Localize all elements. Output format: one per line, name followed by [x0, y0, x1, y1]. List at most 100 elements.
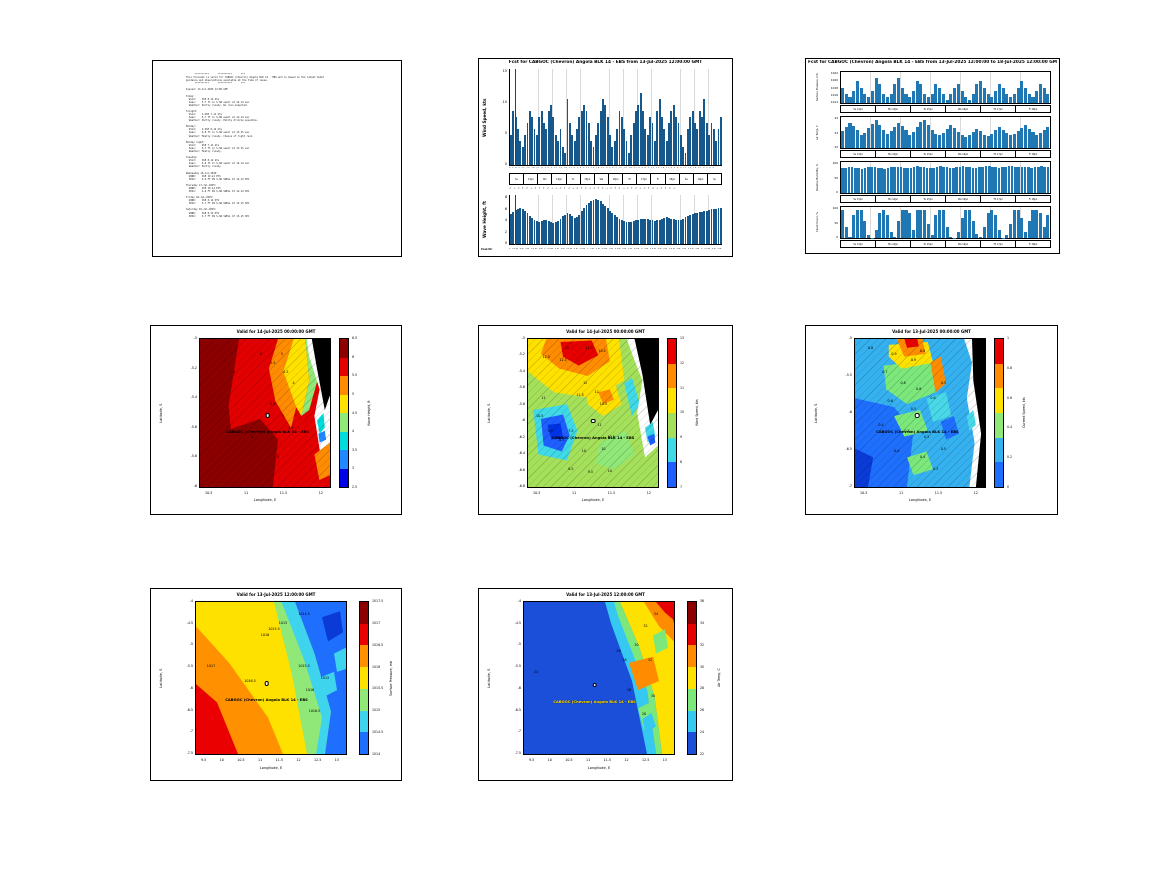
- bar: [844, 127, 848, 148]
- bar: [867, 167, 870, 193]
- bar: [1009, 96, 1013, 103]
- bar: [903, 167, 906, 193]
- bar: [686, 129, 689, 165]
- contour-label: 10.5: [598, 348, 606, 353]
- bar: [677, 123, 680, 165]
- wind-y-ticks: 15 10 5 0: [496, 69, 507, 166]
- tick-label: 0.6: [1007, 395, 1013, 400]
- bar: [571, 216, 574, 244]
- bar: [712, 129, 715, 165]
- bar: [915, 209, 919, 238]
- bar: [979, 81, 983, 103]
- contour-label: 0.9: [910, 357, 917, 362]
- tick-label: -6.4: [518, 451, 525, 456]
- bar: [949, 236, 953, 238]
- bar: [904, 209, 908, 238]
- bar: [880, 168, 883, 193]
- pressure-map-panel[interactable]: Valid for 13-Jul-2025 12:00:00 GMT Latit…: [150, 588, 402, 781]
- wave-y-ticks: 8 6 4 2 0: [496, 195, 507, 245]
- y-axis-label: Latitude, S: [159, 668, 163, 688]
- bar: [1042, 226, 1046, 238]
- bar: [900, 209, 904, 238]
- report-line: Tuesday:: [186, 156, 198, 160]
- bar: [1046, 93, 1050, 103]
- bar: [710, 123, 713, 165]
- colorbar-segment: [688, 602, 696, 624]
- tick-label: 11: [243, 491, 249, 495]
- bar: [566, 213, 569, 244]
- bar: [938, 209, 942, 238]
- bar: [592, 147, 595, 165]
- colorbar-ticks: 13 12 11 10 9 8 7: [680, 336, 684, 489]
- bar: [656, 111, 659, 165]
- wind-y-axis-label: Wind Speed, kts: [482, 98, 487, 137]
- bar: [844, 226, 848, 238]
- bar: [889, 131, 893, 148]
- map-title: Valid for 14-Jul-2025 00:00:00 GMT: [566, 329, 645, 334]
- tick-label: 6: [352, 354, 355, 359]
- contour-label: 8.5: [568, 467, 574, 472]
- tick-label: 13: [680, 336, 685, 340]
- bar: [708, 210, 711, 244]
- bar: [653, 141, 656, 165]
- report-panel[interactable]: ********** ********** *** This forecast i…: [152, 60, 402, 257]
- station-marker: CABGOC (Chevron) Angola BLK 14 - EBS: [553, 682, 636, 707]
- colorbar-segment: [668, 437, 676, 463]
- bar: [870, 166, 873, 193]
- bar: [689, 117, 692, 165]
- bar: [1016, 209, 1020, 238]
- bar: [945, 99, 949, 103]
- bar: [863, 93, 867, 103]
- day-box: Th 17Jul: [981, 105, 1016, 113]
- bar: [519, 208, 522, 244]
- contour-label: 11: [597, 422, 602, 427]
- windwave-panel[interactable]: Fcst for CABGOC (Chevron) Angola BLK 14 …: [478, 58, 733, 257]
- tick-label: 26: [700, 708, 705, 713]
- bar: [997, 229, 1001, 238]
- report-line: guidance and observations available at t…: [186, 79, 269, 83]
- bar: [1001, 167, 1004, 193]
- contour-label: 1015: [320, 676, 330, 680]
- current-map-panel[interactable]: Valid for 13-Jul-2025 00:00:00 GMT Latit…: [805, 325, 1058, 515]
- temp-map-panel[interactable]: Valid for 13-Jul-2025 12:00:00 GMT Latit…: [478, 588, 733, 781]
- bar: [975, 233, 979, 238]
- tick-label: 11: [586, 758, 591, 762]
- bar: [649, 117, 652, 165]
- bar: [719, 117, 722, 165]
- contour-label: 12.5: [542, 354, 550, 359]
- bar: [885, 133, 889, 148]
- bar: [1012, 209, 1016, 238]
- wave-map-panel[interactable]: Valid for 14-Jul-2025 00:00:00 GMT Latit…: [150, 325, 402, 515]
- pressure-chart: [840, 71, 1051, 104]
- tick-label: 11: [898, 491, 904, 495]
- bar: [929, 168, 932, 193]
- bar: [543, 123, 545, 165]
- bar: [715, 208, 718, 244]
- meteogram-panel[interactable]: Fcst for CABGOC (Chevron) Angola BLK 14 …: [805, 58, 1060, 254]
- bar: [870, 123, 874, 148]
- bar: [874, 78, 878, 103]
- colorbar-segment: [688, 688, 696, 711]
- bar: [616, 129, 619, 165]
- bar: [971, 132, 975, 148]
- day-box: Th 17Jul: [981, 150, 1016, 158]
- bar: [848, 122, 852, 148]
- bar: [618, 111, 621, 165]
- map-plot-area: 0.8 0.9 0.9 0.8 0.7 0.8 0.8 0.6 0.5 0.6 0.5 0.4 0.5 0…: [854, 338, 986, 488]
- bar: [543, 219, 545, 244]
- day-box: 13Jul: [524, 173, 539, 185]
- tick-label: -6.6: [518, 467, 525, 472]
- tick-label: 8: [504, 195, 507, 199]
- tick-label: 10.5: [533, 491, 541, 495]
- tick-label: 23: [834, 130, 838, 135]
- bar: [710, 209, 713, 244]
- y-axis-ticks: -5 -5.5 -6 -6.5 -7: [828, 336, 852, 488]
- station-marker: CABGOC (Chevron) Angola BLK 14 - EBS: [226, 412, 309, 437]
- contour-label: 1016.5: [308, 709, 321, 714]
- tick-label: -7: [517, 729, 521, 734]
- bar: [886, 167, 890, 193]
- wind-map-panel[interactable]: Valid for 14-Jul-2025 00:00:00 GMT Latit…: [478, 325, 733, 515]
- contour-label: 0.8: [919, 348, 926, 353]
- bar: [1004, 166, 1007, 193]
- colorbar-segment: [688, 645, 696, 668]
